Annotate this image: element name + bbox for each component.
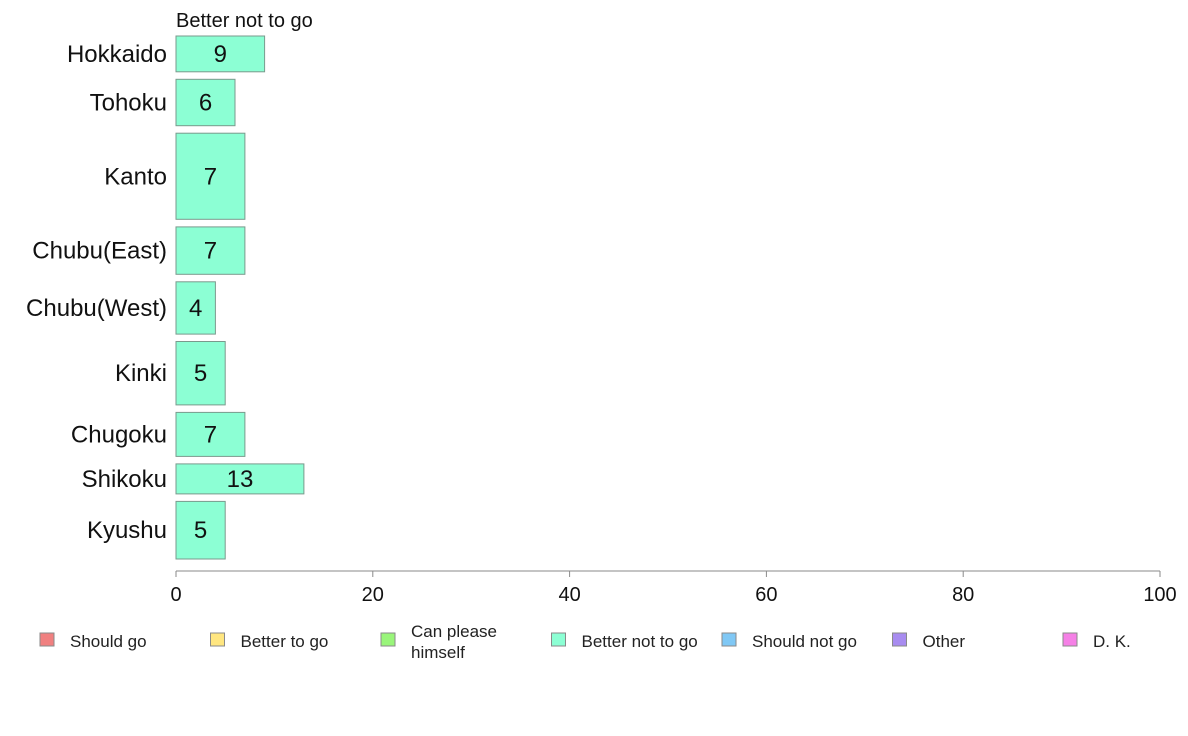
- legend-swatch: [380, 632, 396, 647]
- bar: [175, 226, 246, 275]
- category-label: Tohoku: [90, 90, 167, 117]
- bar-value-label: 13: [227, 466, 254, 493]
- legend: Should go Better to go Can please himself Be…: [39, 622, 1131, 662]
- bars-group: 9 Hokkaido 6 Tohoku 7 Kanto 7 Chubu(East) 4 Chubu…: [26, 35, 305, 560]
- category-label: Shikoku: [82, 466, 167, 493]
- legend-label: Better to go: [241, 632, 329, 651]
- legend-swatch: [39, 632, 55, 647]
- bar-value-label: 7: [204, 421, 217, 448]
- bar-value-label: 9: [214, 41, 227, 68]
- bar-value-label: 5: [194, 517, 207, 544]
- x-tick-label: 100: [1143, 584, 1176, 606]
- category-label: Hokkaido: [67, 41, 167, 68]
- category-label: Chubu(East): [32, 238, 167, 265]
- legend-label: D. K.: [1093, 632, 1131, 651]
- x-tick-label: 0: [170, 584, 181, 606]
- x-tick-label: 80: [952, 584, 974, 606]
- bar-value-label: 7: [204, 238, 217, 265]
- bar-value-label: 6: [199, 90, 212, 117]
- category-label: Kanto: [104, 163, 167, 190]
- legend-label: Should not go: [752, 632, 857, 651]
- legend-label: Better not to go: [582, 632, 698, 651]
- legend-label: Can please: [411, 622, 497, 641]
- category-label: Chubu(West): [26, 295, 167, 322]
- legend-swatch: [892, 632, 907, 647]
- legend-label: Other: [923, 632, 966, 651]
- legend-swatch: [1062, 632, 1078, 647]
- legend-swatch: [210, 632, 225, 647]
- x-tick-label: 20: [362, 584, 384, 606]
- bar-value-label: 4: [189, 295, 202, 322]
- category-label: Kinki: [115, 360, 167, 387]
- x-tick-label: 60: [755, 584, 777, 606]
- legend-swatch: [721, 632, 737, 647]
- bar: [175, 341, 226, 406]
- bar: [175, 281, 216, 335]
- bar: [175, 35, 266, 73]
- bar-value-label: 7: [204, 163, 217, 190]
- legend-label: Should go: [70, 632, 147, 651]
- legend-swatch: [551, 632, 566, 647]
- bar-value-label: 5: [194, 360, 207, 387]
- legend-label: himself: [411, 643, 465, 662]
- bar: [175, 132, 246, 220]
- x-axis: 0 20 40 60 80 100: [170, 570, 1177, 606]
- category-label: Chugoku: [71, 421, 167, 448]
- category-label: Kyushu: [87, 517, 167, 544]
- bar: [175, 500, 226, 560]
- series-title: Better not to go: [176, 10, 313, 32]
- x-tick-label: 40: [558, 584, 580, 606]
- bar: [175, 78, 236, 127]
- bar: [175, 411, 246, 457]
- bar: [175, 463, 305, 495]
